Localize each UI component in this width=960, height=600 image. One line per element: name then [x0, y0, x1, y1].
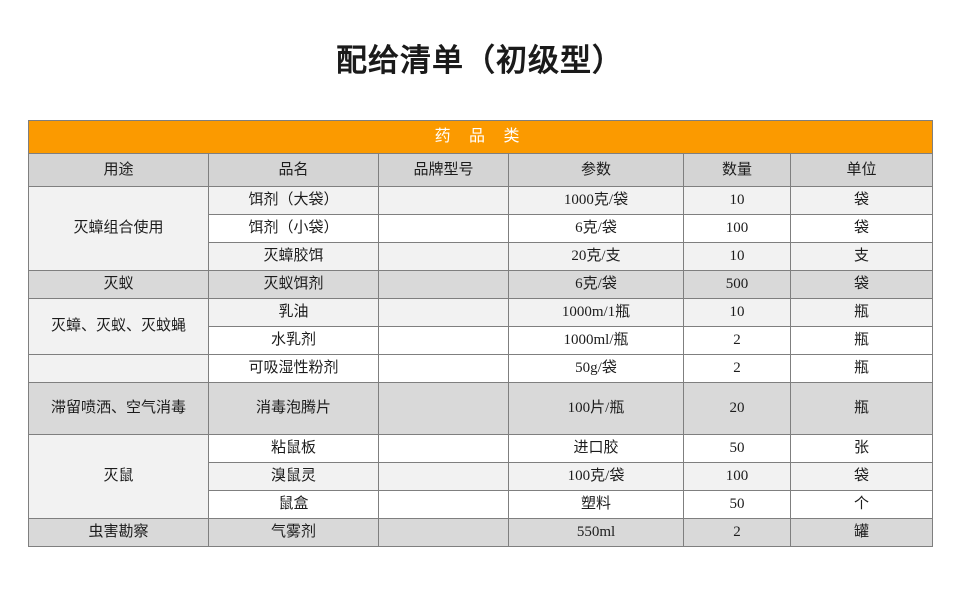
row-qty-cell: 10 [683, 186, 791, 215]
row-qty-cell: 500 [683, 270, 791, 299]
row-spec-cell: 进口胶 [508, 434, 684, 463]
row-name-cell: 水乳剂 [208, 326, 379, 355]
row-qty-cell: 20 [683, 382, 791, 435]
row-unit-cell: 个 [789, 490, 934, 519]
row-model-cell [378, 186, 509, 215]
row-name-cell: 鼠盒 [208, 490, 379, 519]
row-qty-cell: 2 [683, 354, 791, 383]
row-use-cell [28, 354, 209, 383]
row-unit-cell: 袋 [789, 186, 934, 215]
row-unit-cell: 袋 [789, 214, 934, 243]
row-qty-cell: 50 [683, 434, 791, 463]
row-use-cell: 虫害勘察 [28, 518, 209, 547]
row-use-cell: 滞留喷洒、空气消毒 [28, 382, 209, 435]
row-model-cell [378, 518, 509, 547]
row-use-cell: 灭蟑、灭蚁、灭蚊蝇 [28, 298, 209, 355]
row-spec-cell: 50g/袋 [508, 354, 684, 383]
row-spec-cell: 20克/支 [508, 242, 684, 271]
row-unit-cell: 张 [789, 434, 934, 463]
column-header-qty: 数量 [683, 153, 791, 187]
row-qty-cell: 50 [683, 490, 791, 519]
row-model-cell [378, 434, 509, 463]
table-row: 饵剂（小袋） 6克/袋 100 袋 [29, 214, 934, 243]
row-name-cell: 灭蚁饵剂 [208, 270, 379, 299]
table-row: 灭蟑、灭蚁、灭蚊蝇 乳油 1000m/1瓶 10 瓶 [28, 298, 934, 355]
row-name-cell: 饵剂（小袋） [208, 214, 379, 243]
row-model-cell [378, 214, 509, 243]
row-qty-cell: 10 [683, 298, 791, 327]
row-unit-cell: 支 [789, 242, 934, 271]
row-use-cell: 灭蟑组合使用 [28, 186, 209, 271]
row-name-cell: 灭蟑胶饵 [208, 242, 379, 271]
column-header-spec: 参数 [508, 153, 684, 187]
table-row: 滞留喷洒、空气消毒 消毒泡腾片 100片/瓶 20 瓶 [28, 382, 934, 435]
row-unit-cell: 瓶 [789, 326, 934, 355]
row-model-cell [378, 298, 509, 327]
column-header-use: 用途 [28, 153, 209, 187]
column-header-unit: 单位 [789, 153, 934, 187]
row-model-cell [378, 326, 509, 355]
row-name-cell: 可吸湿性粉剂 [208, 354, 379, 383]
row-spec-cell: 塑料 [508, 490, 684, 519]
table-row: 灭蟑组合使用 饵剂（大袋） 1000克/袋 10 袋 [28, 186, 934, 271]
table-banner-cell: 药 品 类 [27, 120, 934, 154]
row-spec-cell: 6克/袋 [508, 270, 684, 299]
row-use-cell: 灭蚁 [28, 270, 209, 299]
table-banner-row: 药 品 类 [27, 120, 934, 154]
table-row: 虫害勘察 气雾剂 550ml 2 罐 [28, 518, 934, 547]
row-qty-cell: 10 [683, 242, 791, 271]
column-header-name: 品名 [208, 153, 379, 187]
row-name-cell: 消毒泡腾片 [208, 382, 379, 435]
row-spec-cell: 1000m/1瓶 [508, 298, 684, 327]
ration-table: 药 品 类 用途 品名 品牌型号 参数 数量 单位 灭蟑组合使用 饵剂（大袋） … [27, 120, 934, 547]
row-qty-cell: 100 [683, 462, 791, 491]
row-spec-cell: 100片/瓶 [508, 382, 684, 435]
column-header-model: 品牌型号 [378, 153, 509, 187]
row-use-cell: 灭鼠 [28, 434, 209, 519]
row-qty-cell: 100 [683, 214, 791, 243]
row-unit-cell: 瓶 [789, 298, 934, 327]
row-name-cell: 气雾剂 [208, 518, 379, 547]
row-spec-cell: 6克/袋 [508, 214, 684, 243]
row-name-cell: 饵剂（大袋） [208, 186, 379, 215]
row-name-cell: 溴鼠灵 [208, 462, 379, 491]
table-header-row: 用途 品名 品牌型号 参数 数量 单位 [28, 153, 934, 187]
row-model-cell [378, 270, 509, 299]
row-model-cell [378, 462, 509, 491]
row-spec-cell: 550ml [508, 518, 684, 547]
row-spec-cell: 1000克/袋 [508, 186, 684, 215]
row-unit-cell: 袋 [789, 270, 934, 299]
table-row: 水乳剂 1000ml/瓶 2 瓶 [29, 326, 934, 355]
row-name-cell: 乳油 [208, 298, 379, 327]
table-row: 灭鼠 粘鼠板 进口胶 50 张 [28, 434, 934, 519]
row-model-cell [378, 242, 509, 271]
table-row: 鼠盒 塑料 50 个 [29, 490, 934, 519]
row-model-cell [378, 490, 509, 519]
table-row: 灭蟑胶饵 20克/支 10 支 [29, 242, 934, 271]
row-model-cell [378, 354, 509, 383]
row-qty-cell: 2 [683, 518, 791, 547]
page-title: 配给清单（初级型） [336, 43, 624, 78]
table-row: 可吸湿性粉剂 50g/袋 2 瓶 [28, 354, 934, 383]
row-model-cell [378, 382, 509, 435]
row-qty-cell: 2 [683, 326, 791, 355]
row-unit-cell: 瓶 [789, 354, 934, 383]
ration-table-container: 药 品 类 用途 品名 品牌型号 参数 数量 单位 灭蟑组合使用 饵剂（大袋） … [27, 120, 934, 547]
row-unit-cell: 袋 [789, 462, 934, 491]
row-spec-cell: 100克/袋 [508, 462, 684, 491]
table-row: 灭蚁 灭蚁饵剂 6克/袋 500 袋 [28, 270, 934, 299]
row-name-cell: 粘鼠板 [208, 434, 379, 463]
row-unit-cell: 罐 [789, 518, 934, 547]
row-spec-cell: 1000ml/瓶 [508, 326, 684, 355]
table-row: 溴鼠灵 100克/袋 100 袋 [29, 462, 934, 491]
row-unit-cell: 瓶 [789, 382, 934, 435]
